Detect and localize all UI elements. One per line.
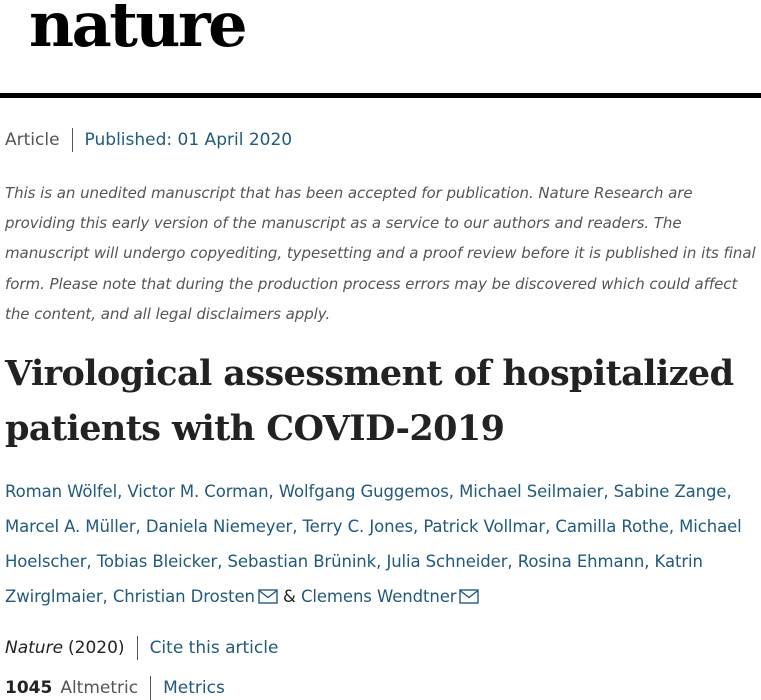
article-title: Virological assessment of hospitalized p… xyxy=(5,353,734,449)
author-item: Michael Hoelscher, xyxy=(5,517,742,571)
author-link[interactable]: Michael Hoelscher xyxy=(5,517,742,571)
author-item: Sabine Zange, xyxy=(613,482,732,501)
author-link[interactable]: Julia Schneider xyxy=(386,552,508,571)
masthead-rule xyxy=(0,93,761,98)
author-link[interactable]: Roman Wölfel xyxy=(5,482,118,501)
article-meta: Article Published: 01 April 2020 xyxy=(5,128,292,152)
author-item: Michael Seilmaier, xyxy=(459,482,609,501)
author-item: Camilla Rothe, xyxy=(555,517,674,536)
author-link[interactable]: Tobias Bleicker xyxy=(96,552,218,571)
author-link[interactable]: Christian Drosten xyxy=(112,587,255,606)
published-date: Published: 01 April 2020 xyxy=(84,130,293,150)
author-link[interactable]: Wolfgang Guggemos xyxy=(278,482,449,501)
cite-this-article-link[interactable]: Cite this article xyxy=(149,638,279,658)
author-link[interactable]: Camilla Rothe xyxy=(555,517,669,536)
nature-logo[interactable]: nature xyxy=(29,0,248,61)
author-link[interactable]: Daniela Niemeyer xyxy=(145,517,293,536)
author-link[interactable]: Sabine Zange xyxy=(613,482,727,501)
publication-year: (2020) xyxy=(68,638,125,658)
author-link[interactable]: Sebastian Brünink xyxy=(227,552,377,571)
author-link[interactable]: Marcel A. Müller xyxy=(5,517,136,536)
metrics-link[interactable]: Metrics xyxy=(163,678,225,698)
meta-divider xyxy=(71,128,73,152)
citation-row: Nature (2020) Cite this article xyxy=(5,636,278,660)
author-list: Roman Wölfel, Victor M. Corman, Wolfgang… xyxy=(5,474,755,616)
author-link[interactable]: Victor M. Corman xyxy=(127,482,269,501)
author-link[interactable]: Rosina Ehmann xyxy=(517,552,645,571)
author-item: Sebastian Brünink, xyxy=(227,552,382,571)
author-item: Victor M. Corman, xyxy=(127,482,274,501)
masthead: nature xyxy=(0,0,761,98)
mail-icon[interactable] xyxy=(459,581,480,616)
metrics-row: 1045 Altmetric Metrics xyxy=(5,676,225,700)
author-link[interactable]: Katrin Zwirglmaier xyxy=(5,552,703,606)
author-item: Patrick Vollmar, xyxy=(423,517,551,536)
author-item: Marcel A. Müller, xyxy=(5,517,141,536)
author-item: Christian Drosten & xyxy=(113,587,301,606)
author-item: Tobias Bleicker, xyxy=(96,552,223,571)
altmetric-score[interactable]: 1045 xyxy=(5,678,53,698)
author-item: Rosina Ehmann, xyxy=(517,552,650,571)
altmetric-label: Altmetric xyxy=(60,678,139,698)
author-link[interactable]: Terry C. Jones xyxy=(302,517,414,536)
author-link[interactable]: Clemens Wendtner xyxy=(300,587,457,606)
author-item: Roman Wölfel, xyxy=(5,482,123,501)
author-item: Terry C. Jones, xyxy=(302,517,419,536)
author-item: Daniela Niemeyer, xyxy=(145,517,298,536)
manuscript-notice: This is an unedited manuscript that has … xyxy=(5,184,756,323)
author-link[interactable]: Michael Seilmaier xyxy=(459,482,604,501)
metrics-divider xyxy=(150,676,152,700)
author-link[interactable]: Patrick Vollmar xyxy=(423,517,546,536)
article-type: Article xyxy=(5,130,60,150)
citation-divider xyxy=(136,636,138,660)
author-item: Clemens Wendtner xyxy=(300,587,480,606)
author-item: Julia Schneider, xyxy=(386,552,513,571)
author-item: Katrin Zwirglmaier, xyxy=(5,552,703,606)
journal-name: Nature xyxy=(5,638,64,658)
mail-icon[interactable] xyxy=(258,581,278,616)
author-ampersand: & xyxy=(283,587,296,606)
author-item: Wolfgang Guggemos, xyxy=(278,482,454,501)
